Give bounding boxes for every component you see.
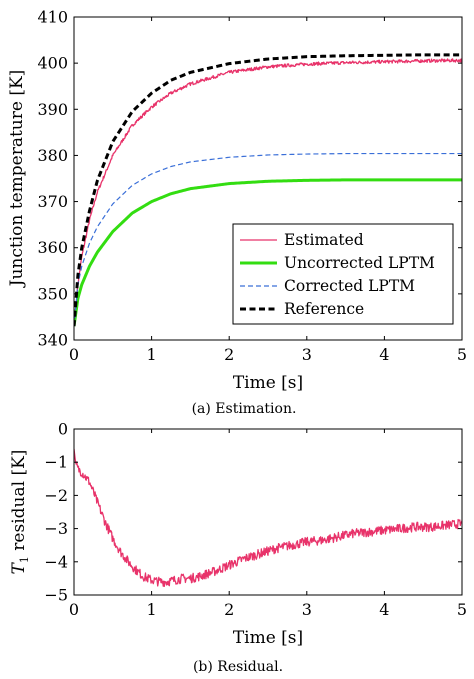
chart-a-legend: Estimated Uncorrected LPTM Corrected LPT… [232, 223, 454, 325]
chart-b-caption: (b) Residual. [193, 659, 283, 675]
x-tick-label: 2 [224, 600, 234, 619]
y-label-symbol: T [9, 561, 29, 574]
x-tick-label: 0 [69, 600, 79, 619]
y-tick-label: −4 [44, 552, 68, 571]
x-tick-label: 2 [224, 345, 234, 364]
chart-a-y-axis-label: Junction temperature [K] [7, 70, 27, 289]
y-tick-label: −5 [44, 586, 68, 605]
chart-b-plot-frame [73, 428, 463, 596]
x-tick-label: 4 [379, 345, 389, 364]
legend-label-reference: Reference [284, 300, 364, 318]
x-tick-label: 1 [147, 345, 157, 364]
y-label-subscript: 1 [18, 556, 31, 563]
y-tick-label: 340 [37, 331, 68, 350]
legend-label-corrected-lptm: Corrected LPTM [284, 277, 415, 295]
y-tick-label: 350 [37, 284, 68, 303]
chart-a-plot-lines [74, 53, 462, 328]
y-tick-label: 360 [37, 238, 68, 257]
chart-a-x-axis-label: Time [s] [233, 373, 303, 393]
chart-b-x-axis-label: Time [s] [233, 628, 303, 648]
chart-a-plot-frame [73, 16, 463, 341]
y-tick-label: 0 [58, 420, 68, 439]
x-tick-label: 3 [302, 345, 312, 364]
chart-a-ticks: 0 1 2 3 4 5 340 350 360 370 380 390 400 410 [37, 8, 467, 365]
x-tick-label: 5 [457, 345, 467, 364]
x-tick-label: 0 [69, 345, 79, 364]
legend-label-estimated: Estimated [284, 231, 364, 249]
y-tick-label: −3 [44, 519, 68, 538]
legend-label-uncorrected-lptm: Uncorrected LPTM [284, 254, 435, 272]
y-label-text: residual [K] [9, 450, 29, 557]
chart-b-plot-lines [74, 448, 462, 587]
series-line-reference [74, 53, 462, 328]
legend-box [232, 223, 454, 325]
x-tick-label: 4 [379, 600, 389, 619]
x-tick-label: 1 [147, 600, 157, 619]
series-line-estimated [74, 58, 462, 327]
chart-b-residual: 0 1 2 3 4 50−1−2−3−4−5 Time [s] T1 residual [… [9, 420, 467, 676]
x-tick-label: 3 [302, 600, 312, 619]
y-tick-label: −1 [44, 453, 68, 472]
chart-b-y-axis-label: T1 residual [K] [9, 450, 31, 575]
y-tick-label: 380 [37, 146, 68, 165]
series-line-corrected-lptm [74, 152, 462, 327]
series-line-uncorrected-lptm [74, 178, 462, 328]
y-tick-label: 400 [37, 54, 68, 73]
y-tick-label: −2 [44, 486, 68, 505]
y-tick-label: 370 [37, 192, 68, 211]
y-tick-label: 390 [37, 100, 68, 119]
y-tick-label: 410 [37, 8, 68, 27]
chart-b-ticks: 0 1 2 3 4 5 0 −1 −2 −3 −4 −5 [44, 420, 467, 620]
x-tick-label: 5 [457, 600, 467, 619]
chart-a-caption: (a) Estimation. [192, 401, 297, 417]
series-line-residual [74, 448, 462, 587]
